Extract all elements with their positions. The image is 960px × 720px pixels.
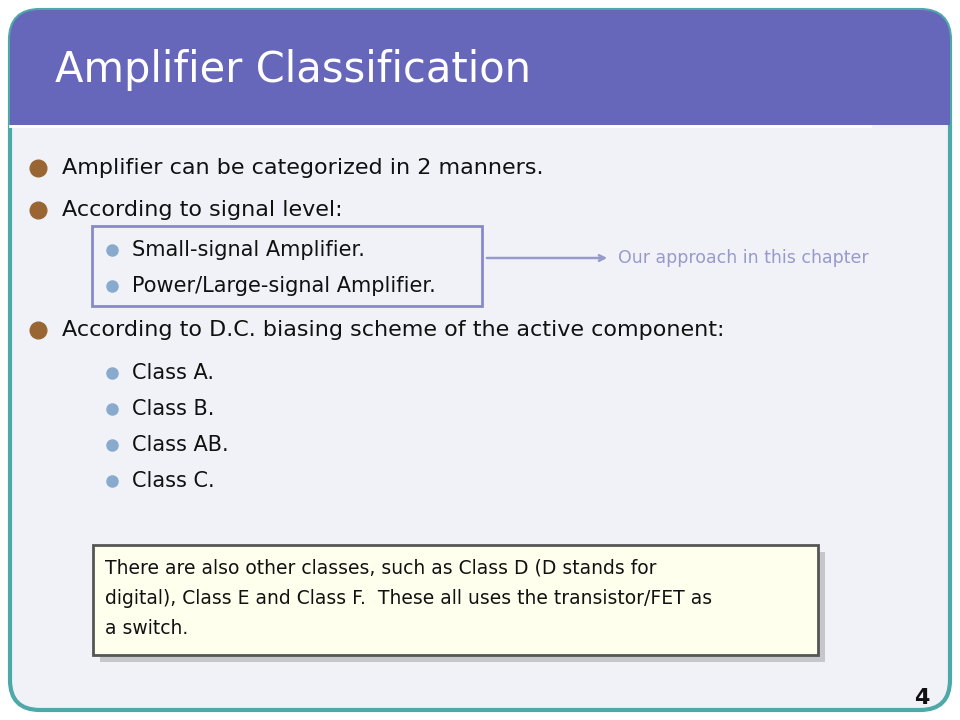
Text: According to D.C. biasing scheme of the active component:: According to D.C. biasing scheme of the …	[62, 320, 725, 340]
FancyBboxPatch shape	[10, 10, 950, 710]
Text: Class AB.: Class AB.	[132, 435, 228, 455]
Text: Amplifier Classification: Amplifier Classification	[55, 49, 531, 91]
Text: Class B.: Class B.	[132, 399, 214, 419]
Text: Class A.: Class A.	[132, 363, 214, 383]
Text: a switch.: a switch.	[105, 618, 188, 637]
Text: Amplifier can be categorized in 2 manners.: Amplifier can be categorized in 2 manner…	[62, 158, 543, 178]
Text: Small-signal Amplifier.: Small-signal Amplifier.	[132, 240, 365, 260]
Text: Power/Large-signal Amplifier.: Power/Large-signal Amplifier.	[132, 276, 436, 296]
Text: 4: 4	[914, 688, 929, 708]
Text: There are also other classes, such as Class D (D stands for: There are also other classes, such as Cl…	[105, 559, 657, 577]
Text: digital), Class E and Class F.  These all uses the transistor/FET as: digital), Class E and Class F. These all…	[105, 588, 712, 608]
Text: Class C.: Class C.	[132, 471, 215, 491]
Bar	[92, 226, 482, 306]
Bar	[10, 75, 950, 125]
FancyBboxPatch shape	[10, 10, 950, 125]
FancyBboxPatch shape	[100, 552, 825, 662]
Text: Our approach in this chapter: Our approach in this chapter	[618, 249, 869, 267]
Text: According to signal level:: According to signal level:	[62, 200, 343, 220]
Bar	[93, 545, 818, 655]
